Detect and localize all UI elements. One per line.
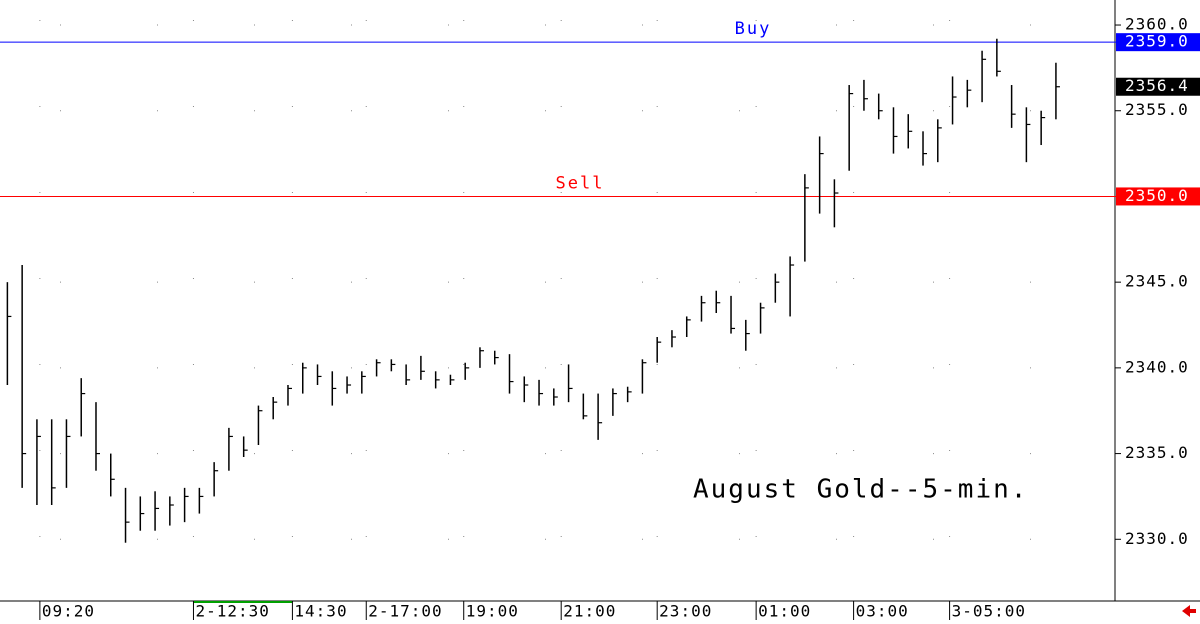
x-tick-label: 03:00 [856,602,909,621]
y-tick-label: 2335.0 [1125,443,1189,462]
x-tick-label: 09:20 [42,602,95,621]
x-tick-label: 2-12:30 [195,602,269,621]
x-tick-label: 19:00 [466,602,519,621]
y-tick-label: 2345.0 [1125,272,1189,291]
x-tick-label: 14:30 [294,602,347,621]
x-tick-label: 2-17:00 [368,602,442,621]
x-tick-label: 3-05:00 [952,602,1026,621]
y-tick-label: 2330.0 [1125,529,1189,548]
y-tick-label: 2340.0 [1125,357,1189,376]
x-tick-label: 01:00 [758,602,811,621]
chart-annotation: August Gold--5-min. [693,475,1028,505]
y-tick-label: 2355.0 [1125,100,1189,119]
x-tick-label: 21:00 [563,602,616,621]
level-price-box [1116,33,1200,52]
level-name: Sell [556,173,605,193]
scroll-arrow[interactable] [1182,605,1196,617]
y-tick-label: 2360.0 [1125,15,1189,34]
last-price-label: 2356.4 [1125,76,1189,95]
level-price-label: 2350.0 [1125,186,1189,205]
level-price-label: 2359.0 [1125,32,1189,51]
last-price-box [1116,77,1200,96]
level-price-box [1116,187,1200,206]
level-name: Buy [735,19,772,39]
x-tick-label: 23:00 [659,602,712,621]
